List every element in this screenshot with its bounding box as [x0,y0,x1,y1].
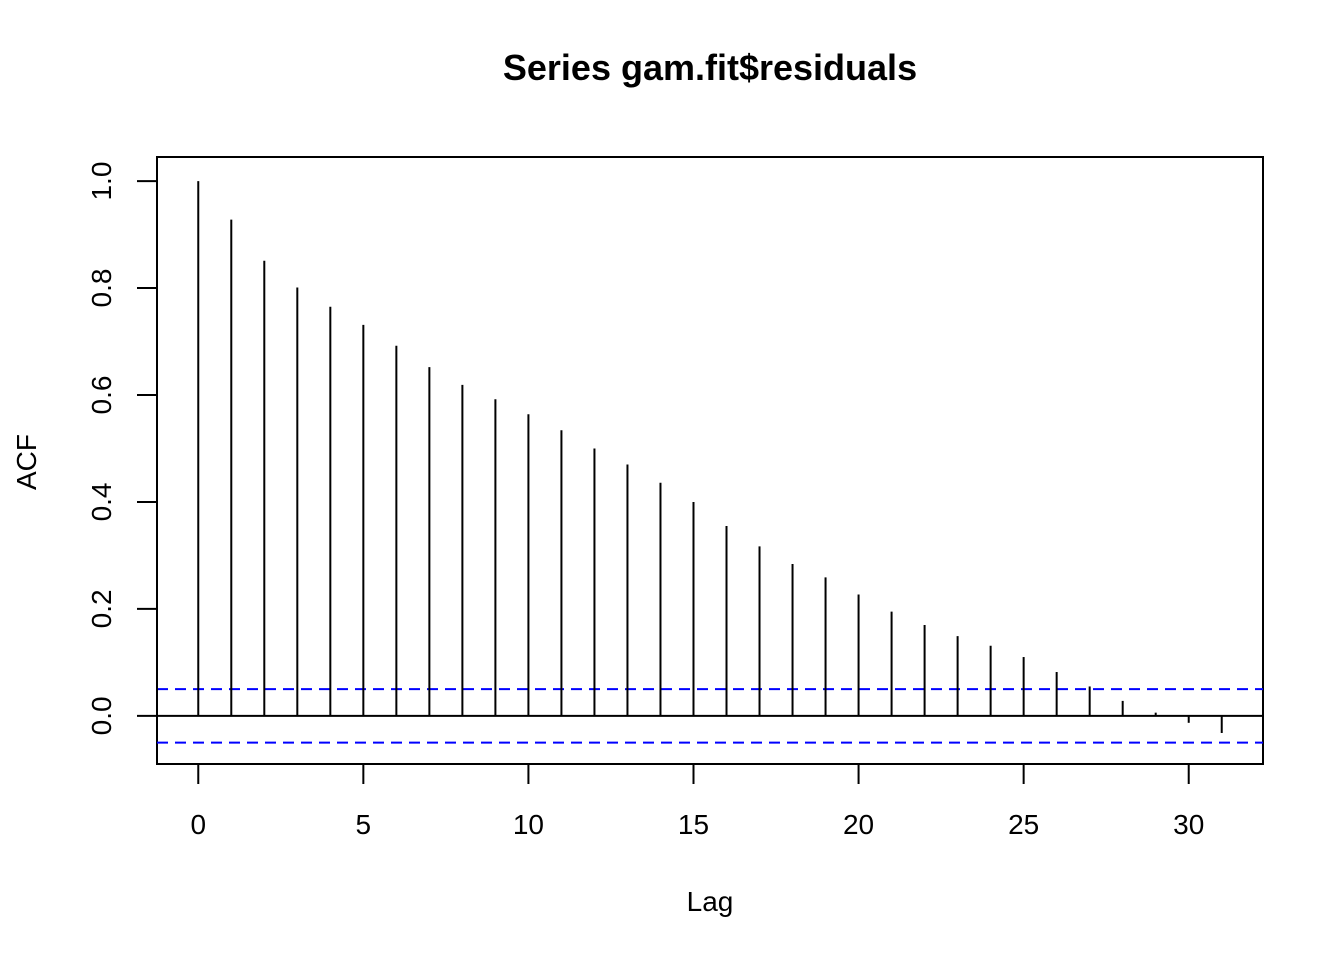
x-tick-label: 20 [843,809,874,840]
x-tick-label: 10 [513,809,544,840]
x-tick-label: 15 [678,809,709,840]
y-tick-label: 0.6 [86,376,117,415]
x-tick-label: 25 [1008,809,1039,840]
y-tick-label: 0.0 [86,696,117,735]
x-tick-label: 5 [356,809,372,840]
x-axis: 0 5 10 15 20 25 30 [190,763,1204,840]
y-axis: 0.0 0.2 0.4 0.6 0.8 1.0 [86,162,158,735]
x-tick-label: 30 [1173,809,1204,840]
acf-spikes [197,181,1223,733]
y-tick-label: 0.2 [86,589,117,628]
y-tick-label: 0.8 [86,269,117,308]
confidence-bounds [157,688,1263,744]
y-axis-label: ACF [11,434,42,490]
chart-title: Series gam.fit$residuals [503,47,917,88]
plot-frame [156,156,1264,765]
y-tick-label: 0.4 [86,482,117,521]
x-tick-label: 0 [190,809,206,840]
y-tick-label: 1.0 [86,162,117,201]
x-axis-label: Lag [687,886,734,917]
